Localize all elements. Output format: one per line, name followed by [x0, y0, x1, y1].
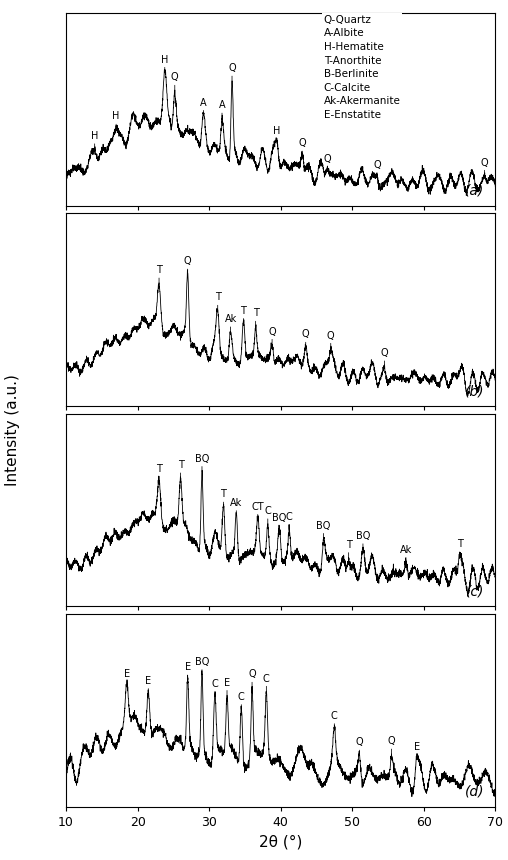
Text: H: H — [91, 131, 99, 149]
Text: A: A — [200, 98, 207, 115]
Text: Q: Q — [228, 64, 236, 81]
Text: Intensity (a.u.): Intensity (a.u.) — [5, 374, 20, 486]
Text: BQ: BQ — [272, 513, 287, 531]
Text: H: H — [161, 54, 169, 72]
Text: C: C — [211, 679, 218, 697]
Text: T: T — [220, 489, 227, 507]
Text: (d): (d) — [465, 785, 485, 799]
Text: (a): (a) — [465, 184, 485, 198]
Text: T: T — [156, 464, 162, 481]
Text: Q: Q — [302, 329, 309, 347]
Text: Q: Q — [380, 348, 388, 366]
Text: C: C — [286, 512, 293, 529]
Text: BQ: BQ — [195, 454, 209, 471]
Text: BQ: BQ — [316, 520, 331, 538]
Text: Ak: Ak — [225, 314, 237, 332]
Text: C: C — [238, 692, 245, 710]
Text: Ak: Ak — [230, 498, 242, 515]
Text: Q: Q — [324, 154, 331, 172]
Text: (c): (c) — [466, 585, 485, 599]
Text: C: C — [331, 711, 338, 728]
Text: Q: Q — [356, 737, 363, 755]
Text: E: E — [184, 662, 190, 680]
Text: Q: Q — [268, 327, 276, 344]
Text: T: T — [156, 265, 162, 283]
Text: T: T — [215, 292, 220, 310]
Text: Q: Q — [184, 256, 192, 273]
Text: Q: Q — [248, 669, 256, 687]
Text: T: T — [252, 309, 259, 326]
Text: A: A — [218, 101, 226, 118]
Text: Q: Q — [171, 72, 179, 90]
Text: H: H — [112, 112, 120, 129]
Text: Ak: Ak — [400, 544, 412, 562]
Text: Q: Q — [388, 736, 395, 754]
Text: BQ: BQ — [195, 657, 209, 674]
Text: (b): (b) — [465, 384, 485, 398]
Text: T: T — [178, 460, 183, 478]
Text: Q-Quartz
A-Albite
H-Hematite
T-Anorthite
B-Berlinite
C-Calcite
Ak-Akermanite
E-E: Q-Quartz A-Albite H-Hematite T-Anorthite… — [324, 15, 400, 120]
Text: Q: Q — [481, 157, 488, 175]
Text: E: E — [224, 678, 230, 695]
Text: C: C — [263, 673, 270, 691]
Text: Q: Q — [298, 138, 306, 156]
X-axis label: 2θ (°): 2θ (°) — [259, 834, 302, 850]
Text: H: H — [273, 126, 281, 144]
Text: Q: Q — [373, 160, 381, 178]
Text: C: C — [265, 506, 271, 524]
Text: CT: CT — [251, 501, 264, 519]
Text: E: E — [414, 741, 420, 759]
Text: T: T — [240, 306, 246, 323]
Text: E: E — [145, 676, 151, 693]
Text: T: T — [346, 540, 352, 557]
Text: E: E — [124, 669, 130, 686]
Text: BQ: BQ — [356, 531, 370, 549]
Text: T: T — [457, 539, 462, 556]
Text: Q: Q — [327, 330, 335, 348]
